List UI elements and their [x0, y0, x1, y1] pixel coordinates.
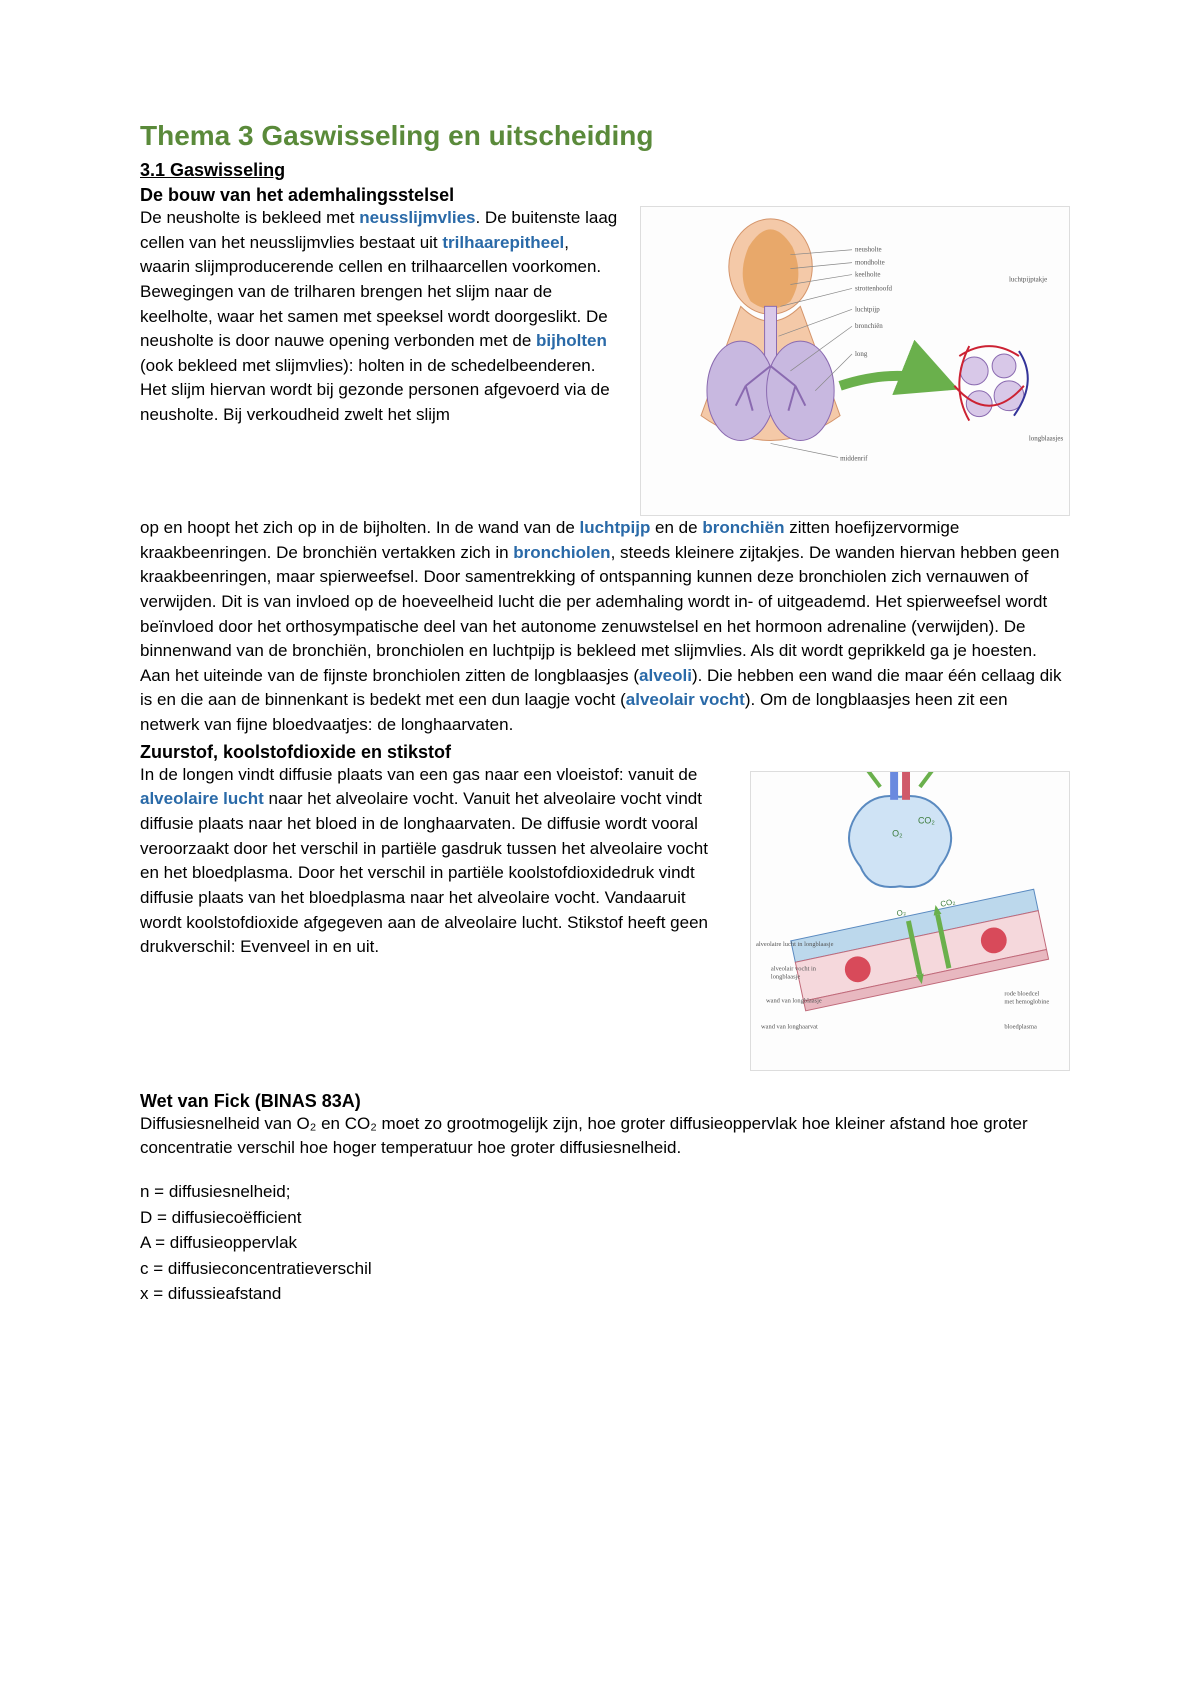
def-D: D = diffusiecoëfficient — [140, 1205, 1070, 1231]
subheading-bouw: De bouw van het ademhalingsstelsel — [140, 185, 1070, 206]
def-c: c = diffusieconcentratieverschil — [140, 1256, 1070, 1282]
figure-respiratory-system: neusholte mondholte keelholte strottenho… — [640, 206, 1070, 516]
svg-text:strottenhoofd: strottenhoofd — [855, 284, 893, 292]
svg-text:rode bloedcel: rode bloedcel — [1004, 990, 1039, 997]
paragraph-1: De neusholte is bekleed met neusslijmvli… — [140, 206, 620, 428]
row-1: De neusholte is bekleed met neusslijmvli… — [140, 206, 1070, 516]
svg-text:O₂: O₂ — [892, 828, 903, 838]
def-x: x = difussieafstand — [140, 1281, 1070, 1307]
svg-text:alveolaire lucht in longblaasj: alveolaire lucht in longblaasje — [756, 941, 834, 948]
svg-text:bloedplasma: bloedplasma — [1004, 1023, 1037, 1030]
text: De neusholte is bekleed met — [140, 208, 359, 227]
subheading-zuurstof: Zuurstof, koolstofdioxide en stikstof — [140, 742, 1070, 763]
term-bronchiolen: bronchiolen — [513, 543, 610, 562]
svg-text:middenrif: middenrif — [840, 454, 868, 462]
def-n: n = diffusiesnelheid; — [140, 1179, 1070, 1205]
svg-text:neusholte: neusholte — [855, 246, 882, 254]
svg-text:wand van longblaasje: wand van longblaasje — [766, 997, 822, 1004]
paragraph-3: In de longen vindt diffusie plaats van e… — [140, 763, 730, 960]
term-alveolair-vocht: alveolair vocht — [626, 690, 745, 709]
svg-text:keelholte: keelholte — [855, 271, 880, 279]
subheading-fick: Wet van Fick (BINAS 83A) — [140, 1091, 1070, 1112]
term-neusslijmvlies: neusslijmvlies — [359, 208, 475, 227]
text: naar het alveolaire vocht. Vanuit het al… — [140, 789, 708, 956]
term-alveolaire-lucht: alveolaire lucht — [140, 789, 264, 808]
paragraph-fick: Diffusiesnelheid van O₂ en CO₂ moet zo g… — [140, 1112, 1070, 1161]
term-bronchien: bronchiën — [702, 518, 784, 537]
svg-text:bronchiën: bronchiën — [855, 322, 883, 330]
definition-list: n = diffusiesnelheid; D = diffusiecoëffi… — [140, 1179, 1070, 1307]
svg-text:mondholte: mondholte — [855, 259, 885, 267]
text: In de longen vindt diffusie plaats van e… — [140, 765, 697, 784]
svg-text:O₂: O₂ — [896, 907, 907, 918]
text: op en hoopt het zich op in de bijholten.… — [140, 518, 580, 537]
section-number: 3.1 Gaswisseling — [140, 160, 1070, 181]
page-title: Thema 3 Gaswisseling en uitscheiding — [140, 120, 1070, 152]
svg-text:longblaasje: longblaasje — [771, 973, 800, 980]
svg-text:alveolair vocht in: alveolair vocht in — [771, 965, 817, 972]
term-trilhaarepitheel: trilhaarepitheel — [442, 233, 564, 252]
alveolus-diffusion-icon: O₂ CO₂ O₂ CO₂ alveolaire lucht in longbl… — [751, 772, 1069, 1070]
row-2: In de longen vindt diffusie plaats van e… — [140, 763, 1070, 1071]
paragraph-2: op en hoopt het zich op in de bijholten.… — [140, 516, 1070, 738]
svg-text:long: long — [855, 350, 868, 358]
term-alveoli: alveoli — [639, 666, 692, 685]
svg-text:wand van longhaarvat: wand van longhaarvat — [761, 1023, 818, 1030]
text: (ook bekleed met slijmvlies): holten in … — [140, 356, 610, 424]
def-A: A = diffusieoppervlak — [140, 1230, 1070, 1256]
text: , steeds kleinere zijtakjes. De wanden h… — [140, 543, 1059, 685]
svg-text:luchtpijptakje: luchtpijptakje — [1009, 276, 1047, 284]
respiratory-system-icon: neusholte mondholte keelholte strottenho… — [641, 207, 1069, 515]
figure-alveolus-diffusion: O₂ CO₂ O₂ CO₂ alveolaire lucht in longbl… — [750, 771, 1070, 1071]
svg-text:met hemoglobine: met hemoglobine — [1004, 998, 1049, 1005]
term-luchtpijp: luchtpijp — [580, 518, 651, 537]
term-bijholten: bijholten — [536, 331, 607, 350]
text: en de — [650, 518, 702, 537]
svg-text:CO₂: CO₂ — [918, 815, 935, 825]
svg-text:longblaasjes: longblaasjes — [1029, 434, 1064, 442]
svg-text:luchtpijp: luchtpijp — [855, 305, 880, 313]
